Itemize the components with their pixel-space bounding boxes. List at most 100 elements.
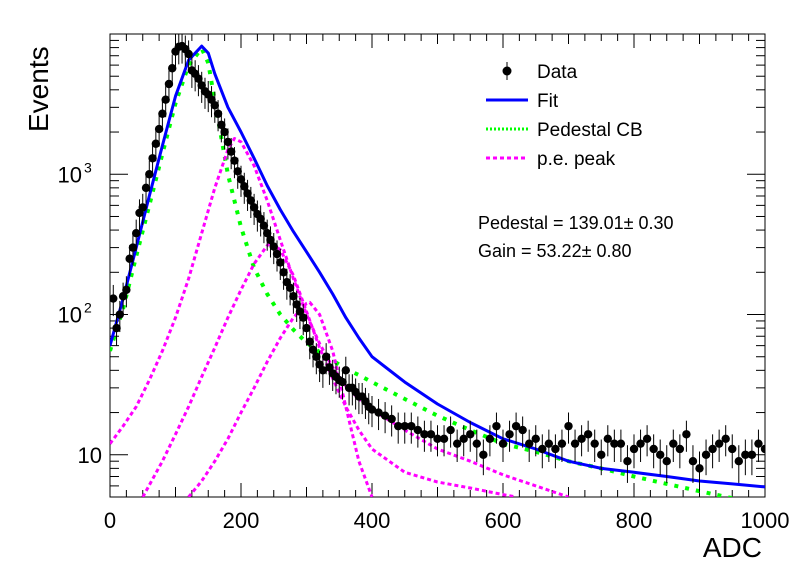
data-marker (695, 464, 704, 473)
data-point (688, 445, 698, 483)
data-point (649, 434, 658, 469)
data-marker (688, 456, 698, 466)
data-point (551, 434, 560, 469)
data-marker (557, 439, 567, 448)
data-point (472, 429, 481, 462)
data-marker (318, 366, 328, 375)
data-marker (305, 337, 314, 346)
data-point (439, 425, 449, 457)
data-point (394, 412, 403, 444)
data-point (682, 420, 691, 452)
data-point (141, 174, 151, 206)
data-point (285, 274, 295, 306)
data-point (266, 226, 275, 258)
data-marker (420, 430, 429, 439)
data-point (263, 219, 272, 251)
data-point (164, 70, 174, 102)
data-point (754, 429, 763, 462)
gain-annotation: Gain = 53.22± 0.80 (478, 241, 632, 261)
data-point (233, 157, 242, 189)
data-marker (184, 49, 193, 59)
data-point (531, 425, 540, 457)
data-point (308, 336, 318, 368)
p-e-peak-2-curve (141, 241, 517, 497)
legend-label: Data (537, 62, 578, 83)
data-marker (485, 434, 495, 443)
data-marker (279, 268, 288, 277)
data-point (636, 429, 645, 462)
data-marker (472, 439, 481, 448)
data-marker (466, 430, 475, 439)
data-marker (194, 74, 203, 83)
data-marker (544, 439, 554, 448)
x-axis-ticks: 0 200 400 600 800 1000 (104, 34, 789, 533)
data-point (132, 219, 141, 251)
data-marker (154, 124, 164, 134)
data-point (112, 314, 121, 346)
data-point (110, 284, 118, 317)
data-marker (603, 434, 612, 443)
data-marker (649, 444, 658, 454)
x-tick-label: 400 (354, 508, 391, 533)
data-point (701, 439, 711, 476)
data-point (138, 193, 147, 225)
data-marker (747, 450, 757, 459)
data-point (544, 429, 554, 462)
data-point (734, 445, 743, 483)
data-point (151, 130, 161, 162)
legend-item: Fit (486, 91, 559, 112)
data-marker (577, 434, 586, 443)
data-point (367, 395, 377, 428)
data-marker (708, 444, 717, 454)
data-marker (233, 167, 242, 176)
data-point (570, 429, 580, 462)
data-point (708, 434, 717, 469)
data-point (616, 429, 626, 462)
data-marker (400, 421, 409, 431)
data-point (318, 356, 328, 388)
data-point (194, 65, 203, 97)
data-point (518, 416, 527, 448)
data-point (498, 429, 508, 462)
data-marker (407, 421, 416, 431)
data-marker (122, 285, 131, 295)
data-point (292, 290, 301, 322)
data-point (492, 412, 501, 444)
data-point (695, 451, 704, 492)
data-point (217, 111, 226, 143)
data-marker (213, 109, 223, 118)
data-marker (590, 439, 599, 448)
data-marker (387, 414, 396, 424)
data-marker (616, 439, 626, 448)
data-marker (446, 425, 455, 435)
data-point (675, 434, 685, 469)
data-marker (145, 170, 154, 179)
data-points-layer (110, 34, 765, 492)
data-point (603, 425, 612, 457)
data-marker (161, 95, 170, 104)
data-marker (570, 439, 580, 448)
data-point (656, 439, 665, 476)
data-marker (312, 352, 321, 361)
data-point (128, 234, 138, 266)
legend-item: Data (502, 62, 578, 83)
legend-label: Pedestal CB (537, 120, 643, 141)
data-marker (217, 120, 226, 130)
data-marker (479, 450, 488, 459)
data-marker (168, 64, 177, 73)
curves-layer (110, 44, 765, 497)
data-marker (302, 323, 311, 333)
data-marker (125, 254, 134, 263)
data-marker (380, 411, 390, 420)
data-marker (498, 439, 508, 448)
data-point (623, 445, 632, 483)
x-tick-label: 0 (104, 508, 116, 533)
data-point (226, 138, 236, 170)
data-marker (158, 109, 167, 118)
legend-item: Pedestal CB (486, 120, 643, 141)
data-point (610, 429, 619, 462)
fit-curve (110, 44, 765, 489)
data-point (433, 425, 442, 457)
data-point (597, 439, 606, 476)
